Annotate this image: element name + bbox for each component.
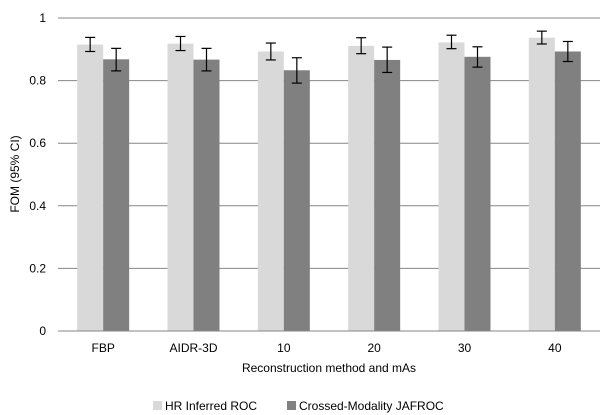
y-tick-label: 0.4 bbox=[29, 199, 46, 213]
bar-hr-inferred-roc bbox=[528, 37, 555, 332]
x-tick-label: FBP bbox=[91, 341, 114, 355]
bar-hr-inferred-roc bbox=[438, 42, 465, 331]
bar-hr-inferred-roc bbox=[77, 44, 104, 331]
y-tick-label: 0.2 bbox=[29, 261, 46, 275]
bars bbox=[77, 37, 581, 332]
gridlines bbox=[58, 17, 600, 269]
bar-crossed-modality-jafroc bbox=[464, 56, 491, 331]
x-tick-label: AIDR-3D bbox=[169, 341, 217, 355]
y-tick-label: 1 bbox=[39, 11, 46, 25]
error-bars bbox=[85, 30, 573, 84]
y-tick-labels: 0 0.2 0.4 0.6 0.8 1 bbox=[29, 11, 46, 338]
y-tick-label: 0 bbox=[39, 324, 46, 338]
legend-label-crossed-modality-jafroc: Crossed-Modality JAFROC bbox=[299, 399, 444, 413]
bar-crossed-modality-jafroc bbox=[554, 51, 581, 332]
x-tick-label: 10 bbox=[277, 341, 291, 355]
bar-crossed-modality-jafroc bbox=[374, 59, 401, 331]
y-tick-label: 0.6 bbox=[29, 136, 46, 150]
bar-hr-inferred-roc bbox=[167, 43, 194, 331]
bar-crossed-modality-jafroc bbox=[103, 59, 130, 331]
bar-crossed-modality-jafroc bbox=[193, 59, 220, 332]
x-tick-labels: FBP AIDR-3D 10 20 30 40 bbox=[91, 341, 561, 355]
legend: HR Inferred ROC Crossed-Modality JAFROC bbox=[153, 399, 444, 413]
bar-crossed-modality-jafroc bbox=[283, 70, 310, 332]
bar-hr-inferred-roc bbox=[348, 45, 375, 332]
y-tick-label: 0.8 bbox=[29, 74, 46, 88]
legend-label-hr-inferred-roc: HR Inferred ROC bbox=[165, 399, 257, 413]
x-axis-label: Reconstruction method and mAs bbox=[242, 361, 416, 375]
legend-swatch-hr-inferred-roc bbox=[153, 401, 162, 410]
x-tick-label: 20 bbox=[367, 341, 381, 355]
legend-swatch-crossed-modality-jafroc bbox=[287, 401, 296, 410]
x-tick-label: 30 bbox=[458, 341, 472, 355]
bar-hr-inferred-roc bbox=[257, 51, 284, 332]
y-axis-label: FOM (95% CI) bbox=[8, 135, 22, 212]
x-tick-label: 40 bbox=[548, 341, 562, 355]
